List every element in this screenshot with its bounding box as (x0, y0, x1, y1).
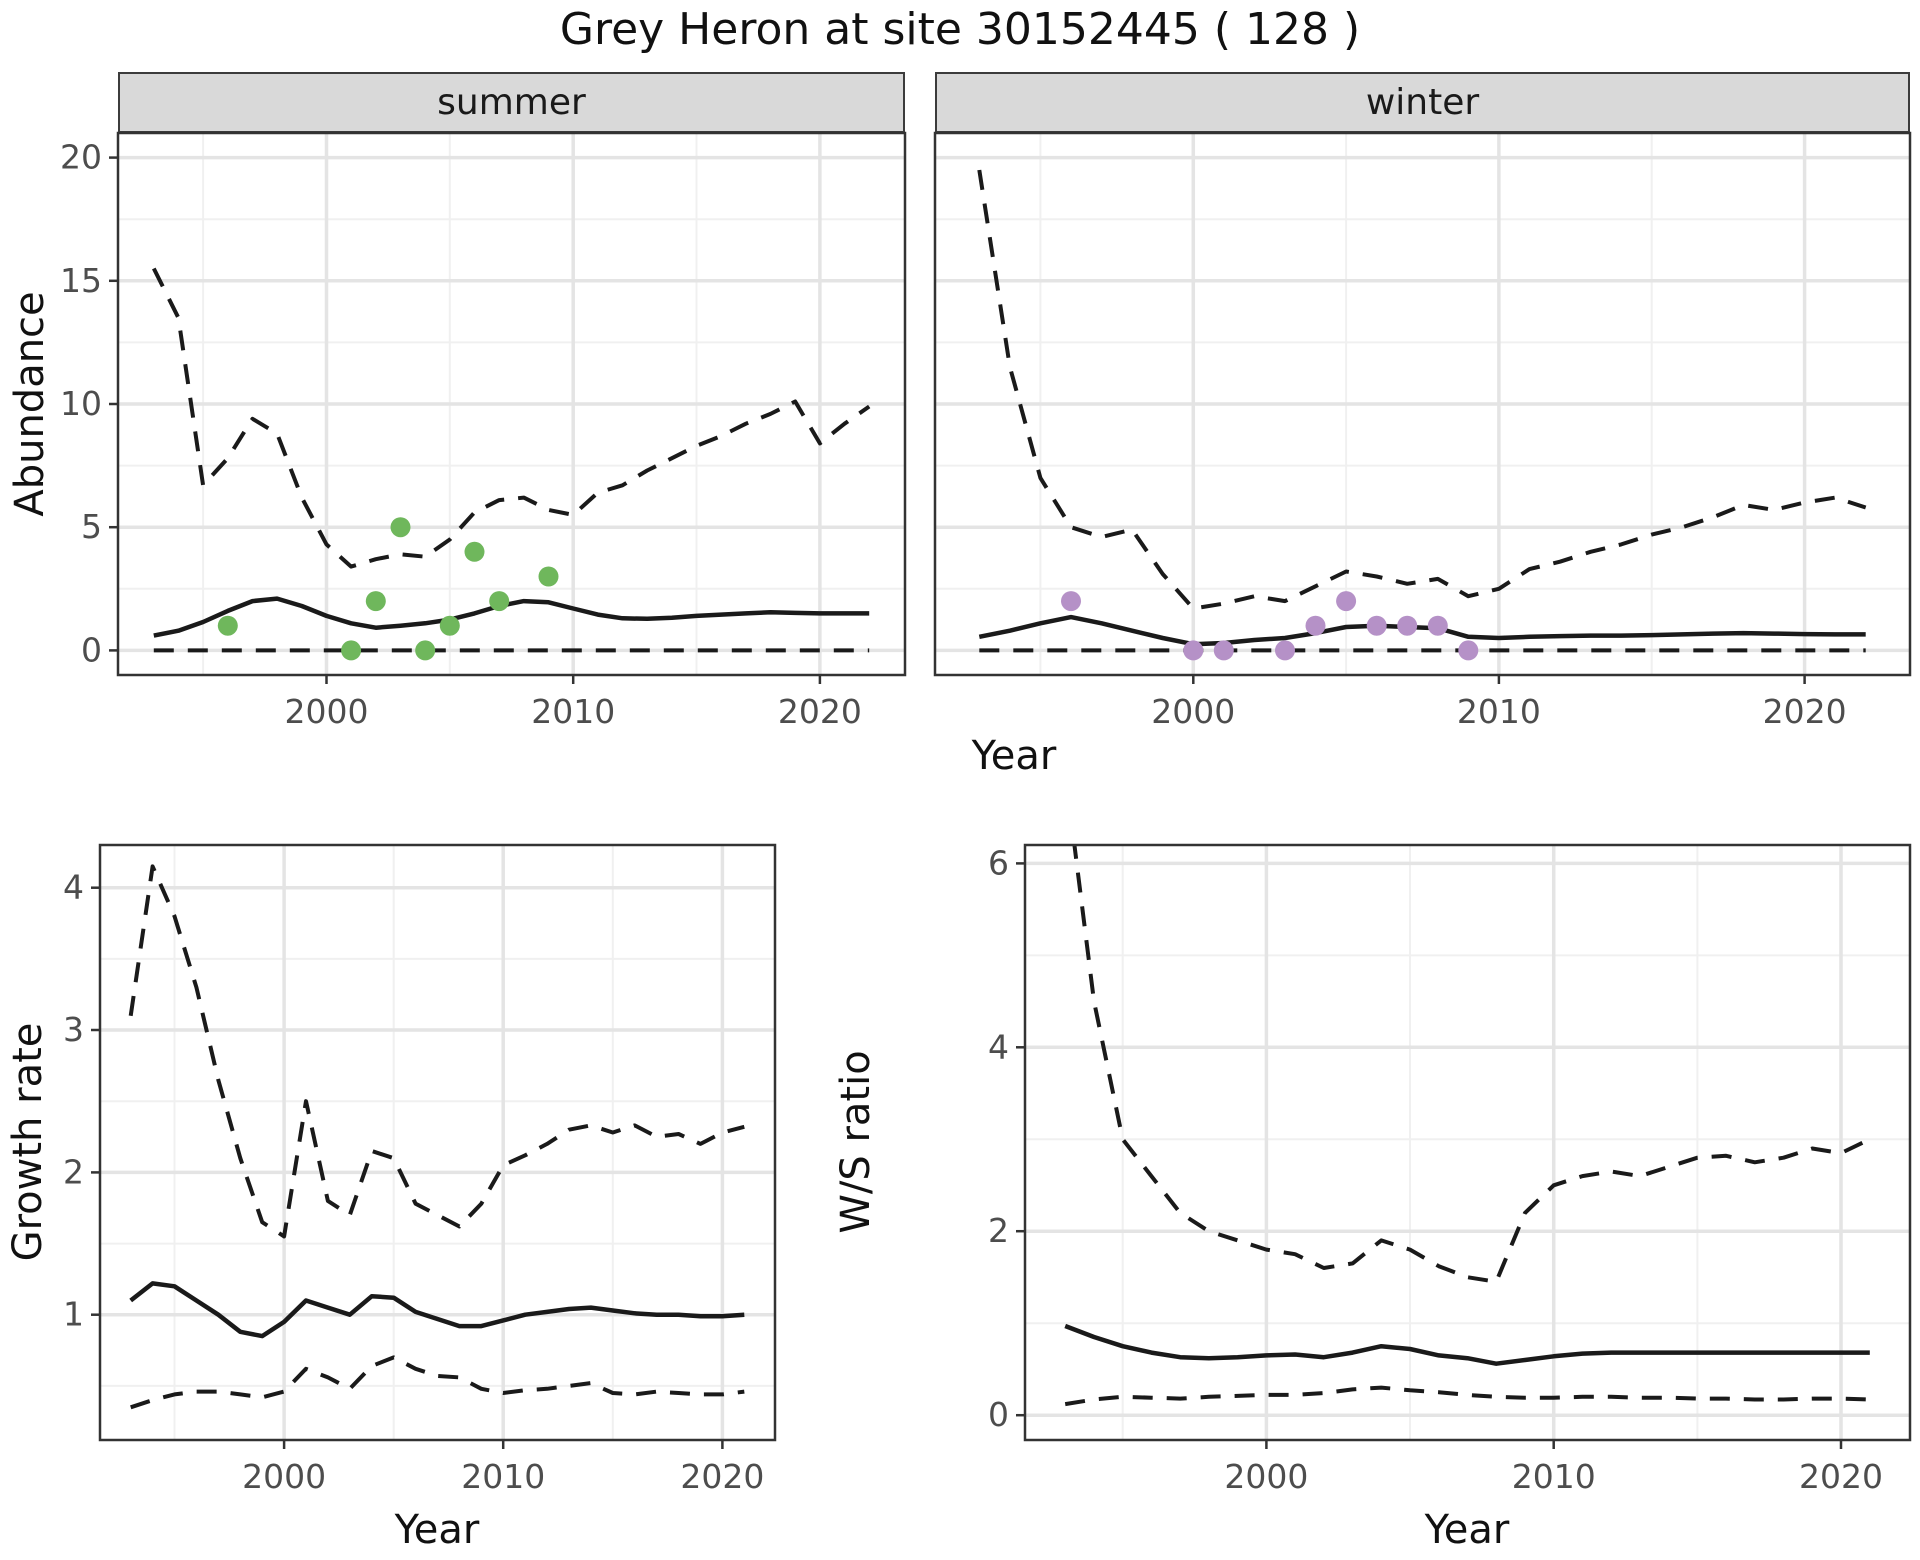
x-axis-title-year-growth: Year (394, 1507, 480, 1553)
x-axis-title-year-ws: Year (1424, 1507, 1510, 1553)
y-tick-label: 0 (81, 630, 102, 669)
data-point-observed_counts_winter (1183, 640, 1204, 661)
data-point-observed_counts_winter (1275, 640, 1295, 661)
panel-background (100, 845, 775, 1440)
x-axis-title-year-top: Year (971, 733, 1057, 779)
panel-border (98, 843, 777, 1442)
y-tick-label: 15 (60, 261, 102, 300)
y-tick-label: 4 (988, 1027, 1009, 1066)
chart-svg-abundance_winter: 2000 2010 2020 (933, 131, 1912, 731)
x-tick-label: 2020 (680, 1457, 764, 1496)
series-median (153, 596, 870, 638)
series-upper_95CI (977, 169, 1867, 611)
x-tick-label: 2000 (242, 1457, 326, 1496)
chart-svg-abundance_summer: 2000 2010 2020 0 5 10 15 20 (60, 131, 907, 731)
facet-strip-winter: winter (935, 72, 1910, 133)
data-point-observed_counts_winter (1366, 615, 1387, 636)
data-point-observed_counts_winter (1305, 615, 1326, 636)
series-upper_95CI (1072, 845, 1871, 1284)
data-point-observed_counts_summer (390, 517, 411, 538)
panel-background (935, 133, 1910, 675)
x-tick-label: 2020 (778, 692, 862, 731)
x-tick-label: 2010 (461, 1457, 545, 1496)
data-point-observed_counts_summer (365, 591, 386, 612)
y-axis-title-abundance: Abundance (7, 291, 53, 517)
x-tick-label: 2020 (1763, 692, 1847, 731)
data-point-observed_counts_winter (1213, 640, 1234, 661)
x-tick-label: 2000 (285, 692, 369, 731)
facet-strip-winter-label: winter (1365, 82, 1480, 123)
y-tick-label: 2 (988, 1211, 1009, 1250)
data-point-observed_counts_winter (1397, 615, 1418, 636)
y-tick-label: 10 (60, 384, 102, 423)
series-median (978, 614, 1866, 647)
data-point-observed_counts_winter (1458, 640, 1479, 661)
data-point-observed_counts_winter (1427, 615, 1448, 636)
data-point-observed_counts_summer (464, 541, 485, 562)
series-upper_95CI (128, 864, 745, 1239)
series-median (129, 1281, 745, 1339)
y-tick-label: 20 (60, 138, 102, 177)
y-tick-label: 2 (63, 1152, 84, 1191)
x-tick-label: 2010 (1512, 1457, 1596, 1496)
series-lower_95CI (1064, 1385, 1870, 1407)
data-point-observed_counts_summer (415, 640, 436, 661)
x-tick-label: 2000 (1224, 1457, 1308, 1496)
page-title: Grey Heron at site 30152445 ( 128 ) (559, 4, 1361, 55)
panel-border (116, 131, 907, 677)
y-tick-label: 6 (988, 843, 1009, 882)
y-axis-title-ws-ratio: W/S ratio (833, 1050, 879, 1234)
data-point-observed_counts_winter (1336, 591, 1357, 612)
panel-background (118, 133, 905, 675)
facet-strip-summer: summer (118, 72, 905, 133)
panel-background (1025, 845, 1910, 1440)
data-point-observed_counts_summer (538, 566, 559, 587)
series-upper_95CI (152, 267, 871, 569)
x-tick-label: 2010 (531, 692, 615, 731)
data-point-observed_counts_summer (439, 615, 460, 636)
facet-strip-summer-label: summer (437, 82, 586, 123)
y-axis-title-growth-rate: Growth rate (5, 1022, 51, 1262)
panel-border (933, 131, 1912, 677)
y-tick-label: 1 (63, 1295, 84, 1334)
data-point-observed_counts_summer (489, 591, 510, 612)
data-point-observed_counts_summer (341, 640, 362, 661)
series-lower_95CI (130, 1355, 745, 1410)
data-point-observed_counts_summer (217, 615, 238, 636)
chart-svg-ws_ratio: 2000 2010 2020 0 2 4 6 (988, 843, 1912, 1496)
panel-border (1023, 843, 1912, 1442)
chart-svg-growth_rate: 2000 2010 2020 1 2 3 4 (63, 843, 777, 1496)
x-tick-label: 2020 (1799, 1457, 1883, 1496)
y-tick-label: 3 (63, 1010, 84, 1049)
x-tick-label: 2010 (1457, 692, 1541, 731)
y-tick-label: 0 (988, 1395, 1009, 1434)
y-tick-label: 4 (63, 868, 84, 907)
data-point-observed_counts_winter (1061, 591, 1081, 612)
x-tick-label: 2000 (1151, 692, 1235, 731)
y-tick-label: 5 (81, 507, 102, 546)
series-median (1064, 1323, 1870, 1366)
